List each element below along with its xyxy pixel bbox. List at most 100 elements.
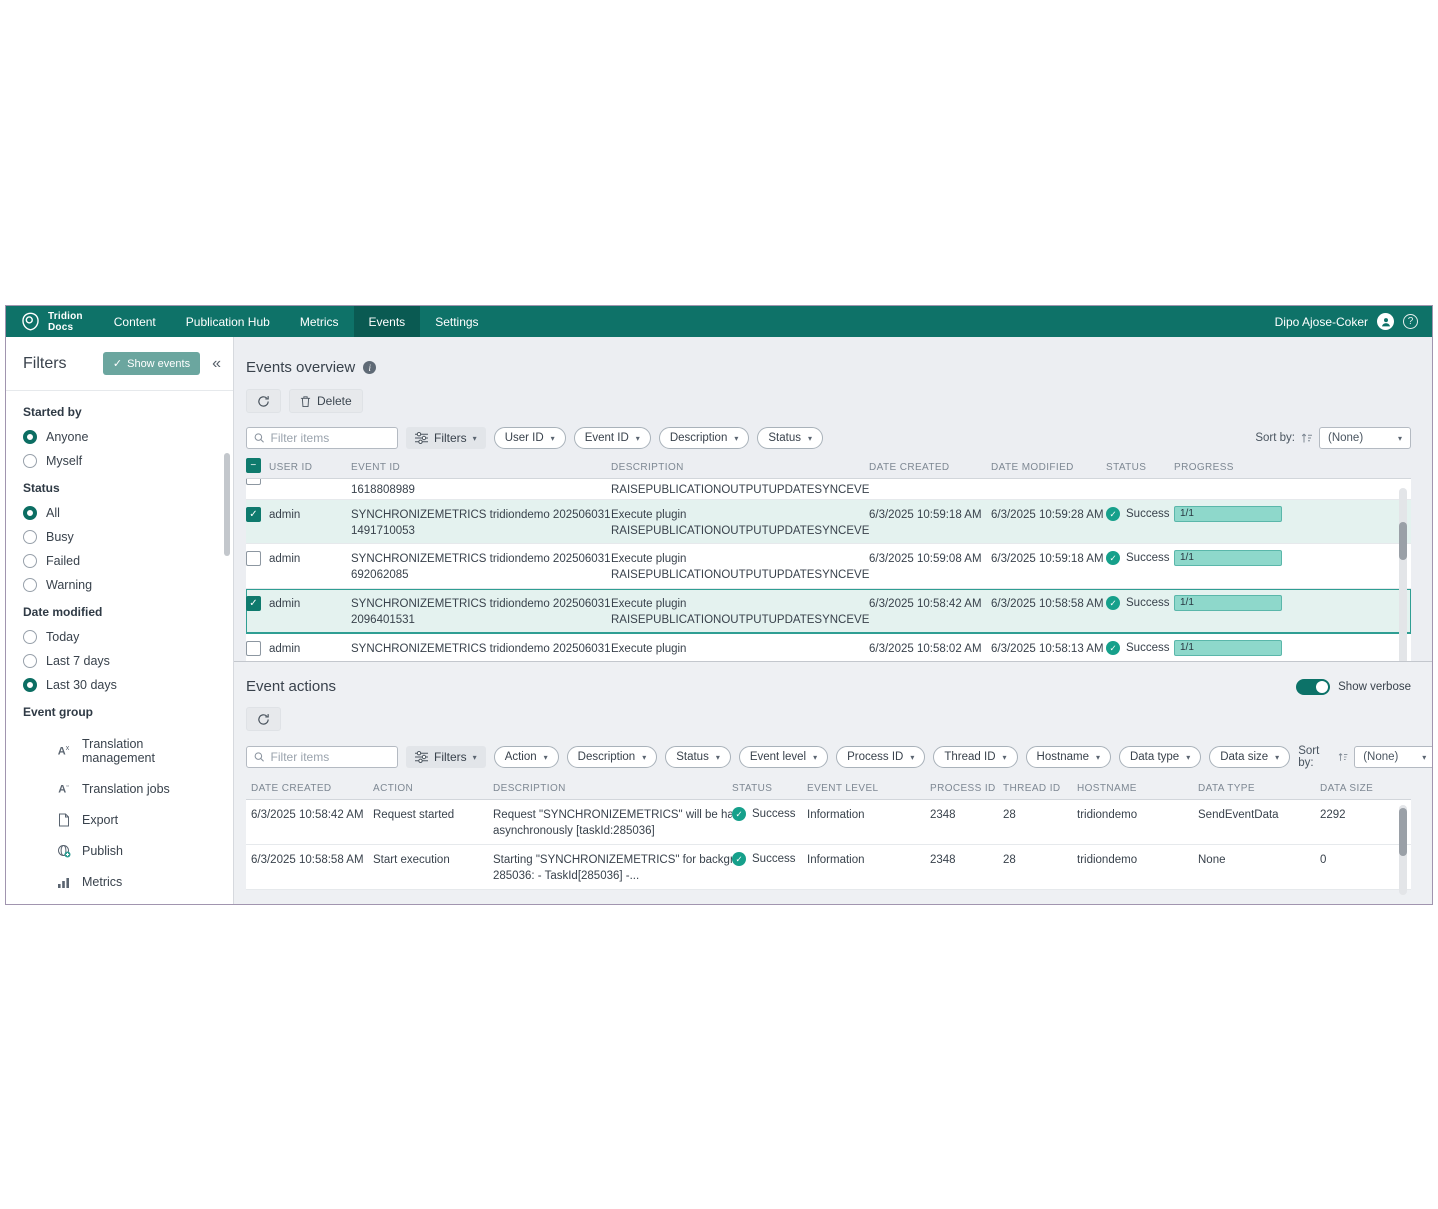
delete-button[interactable]: Delete	[289, 389, 363, 413]
chip-status[interactable]: Status ▾	[757, 427, 823, 449]
nav-item-publication-hub[interactable]: Publication Hub	[185, 314, 270, 329]
col-action[interactable]: ACTION	[373, 783, 414, 794]
success-icon: ✓	[1106, 507, 1120, 521]
table-row[interactable]: 6/3/2025 10:58:58 AM Start execution Sta…	[246, 845, 1411, 890]
col-thread-id[interactable]: THREAD ID	[1003, 783, 1061, 794]
overview-table-body: 1618808989 RAISEPUBLICATIONOUTPUTUPDATES…	[246, 479, 1411, 661]
thread-id: 28	[1003, 809, 1016, 821]
row-checkbox[interactable]: ✓	[246, 596, 261, 611]
chip-status[interactable]: Status ▾	[665, 746, 731, 768]
radio-icon	[23, 630, 37, 644]
chip-description[interactable]: Description ▾	[566, 746, 658, 768]
nav-item-settings[interactable]: Settings	[435, 314, 479, 329]
overview-table-scrollbar[interactable]	[1399, 488, 1407, 661]
col-date-modified[interactable]: DATE MODIFIED	[991, 462, 1074, 473]
nav-item-content[interactable]: Content	[113, 314, 156, 329]
col-status[interactable]: STATUS	[732, 783, 773, 794]
date-created: 6/3/2025 10:58:42 AM	[869, 598, 982, 610]
info-icon[interactable]: i	[363, 361, 377, 374]
brand-logo[interactable]: Tridion Docs	[6, 306, 99, 337]
refresh-button[interactable]	[246, 389, 281, 413]
sidebar-item-export[interactable]: Export	[23, 806, 209, 834]
show-verbose-toggle[interactable]	[1296, 678, 1331, 695]
table-row[interactable]: admin SYNCHRONIZEMETRICS tridiondemo 202…	[246, 634, 1411, 661]
success-icon: ✓	[1106, 641, 1120, 655]
chip-action[interactable]: Action ▾	[493, 746, 559, 768]
sidebar-item-metrics[interactable]: Metrics	[23, 868, 209, 896]
actions-filters-button[interactable]: Filters ▾	[406, 746, 486, 768]
col-event-level[interactable]: EVENT LEVEL	[807, 783, 879, 794]
col-description[interactable]: DESCRIPTION	[611, 462, 684, 473]
col-date-created[interactable]: DATE CREATED	[251, 783, 332, 794]
overview-filter-items-input[interactable]	[270, 431, 390, 445]
chip-label: Thread ID	[944, 751, 996, 763]
date-created: 6/3/2025 10:58:42 AM	[251, 809, 364, 821]
radio-busy[interactable]: Busy	[23, 530, 217, 544]
actions-table-scrollbar[interactable]	[1399, 805, 1407, 895]
chip-data-size[interactable]: Data size ▾	[1209, 746, 1291, 768]
chip-user-id[interactable]: User ID ▾	[493, 427, 566, 449]
avatar[interactable]	[1377, 313, 1394, 330]
show-events-button[interactable]: ✓ Show events	[102, 352, 201, 375]
radio-last-30-days[interactable]: Last 30 days	[23, 678, 217, 692]
row-checkbox[interactable]	[246, 641, 261, 656]
chip-thread-id[interactable]: Thread ID ▾	[933, 746, 1018, 768]
col-description[interactable]: DESCRIPTION	[493, 783, 566, 794]
radio-last-7-days[interactable]: Last 7 days	[23, 654, 217, 668]
table-row[interactable]: 6/3/2025 10:58:42 AM Request started Req…	[246, 800, 1411, 845]
col-date-created[interactable]: DATE CREATED	[869, 462, 950, 473]
nav-item-metrics[interactable]: Metrics	[299, 314, 339, 329]
sidebar-item-translation-jobs[interactable]: A▫ Translation jobs	[23, 775, 209, 803]
radio-failed[interactable]: Failed	[23, 554, 217, 568]
radio-warning[interactable]: Warning	[23, 578, 217, 592]
col-data-type[interactable]: DATA TYPE	[1198, 783, 1255, 794]
col-process-id[interactable]: PROCESS ID	[930, 783, 996, 794]
row-checkbox[interactable]	[246, 551, 261, 566]
radio-today[interactable]: Today	[23, 630, 217, 644]
user-id: admin	[269, 553, 301, 565]
table-row[interactable]: 1618808989 RAISEPUBLICATIONOUTPUTUPDATES…	[246, 479, 1411, 500]
chip-hostname[interactable]: Hostname ▾	[1025, 746, 1111, 768]
sidebar-scrollbar[interactable]	[224, 453, 230, 556]
refresh-button[interactable]	[246, 707, 281, 731]
chip-description[interactable]: Description ▾	[658, 427, 750, 449]
select-all-checkbox[interactable]: −	[246, 457, 261, 473]
chevron-down-icon: ▾	[715, 752, 720, 762]
col-progress[interactable]: PROGRESS	[1174, 462, 1234, 473]
radio-myself[interactable]: Myself	[23, 454, 217, 468]
chip-event-id[interactable]: Event ID ▾	[573, 427, 651, 449]
sidebar-item-dynamic-delivery[interactable]: Dynamic Delivery	[23, 899, 209, 904]
col-data-size[interactable]: DATA SIZE	[1320, 783, 1374, 794]
table-row[interactable]: ✓ admin SYNCHRONIZEMETRICS tridiondemo 2…	[246, 500, 1411, 544]
radio-all[interactable]: All	[23, 506, 217, 520]
col-hostname[interactable]: HOSTNAME	[1077, 783, 1137, 794]
chip-event-level[interactable]: Event level ▾	[738, 746, 829, 768]
row-checkbox[interactable]: ✓	[246, 507, 261, 522]
nav-item-events[interactable]: Events	[353, 306, 421, 337]
event-id: SYNCHRONIZEMETRICS tridiondemo 202506031…	[351, 509, 611, 521]
chip-process-id[interactable]: Process ID ▾	[836, 746, 926, 768]
radio-icon	[23, 430, 37, 444]
status-badge: Success	[1126, 552, 1170, 564]
help-icon[interactable]: ?	[1403, 314, 1418, 329]
overview-sort-select[interactable]: (None) ▾	[1319, 427, 1411, 449]
col-status[interactable]: STATUS	[1106, 462, 1147, 473]
col-user-id[interactable]: USER ID	[269, 462, 313, 473]
sidebar-item-publish[interactable]: Publish	[23, 837, 209, 865]
sidebar-item-translation-management[interactable]: Ax Translation management	[23, 730, 209, 772]
collapse-sidebar-icon[interactable]: «	[212, 354, 221, 372]
radio-label: Warning	[46, 578, 93, 592]
table-row[interactable]: ✓ admin SYNCHRONIZEMETRICS tridiondemo 2…	[246, 589, 1411, 634]
row-checkbox[interactable]	[246, 479, 261, 485]
overview-filters-button[interactable]: Filters ▾	[406, 427, 486, 449]
actions-sort-select[interactable]: (None) ▾	[1354, 746, 1432, 768]
table-row[interactable]: admin SYNCHRONIZEMETRICS tridiondemo 202…	[246, 544, 1411, 589]
actions-table-header: DATE CREATED ACTION DESCRIPTION STATUS E…	[246, 781, 1411, 800]
chevron-down-icon: ▾	[807, 433, 812, 443]
actions-filter-items-input[interactable]	[270, 750, 390, 764]
radio-anyone[interactable]: Anyone	[23, 430, 217, 444]
col-event-id[interactable]: EVENT ID	[351, 462, 401, 473]
user-name[interactable]: Dipo Ajose-Coker	[1274, 314, 1368, 329]
chip-data-type[interactable]: Data type ▾	[1118, 746, 1202, 768]
